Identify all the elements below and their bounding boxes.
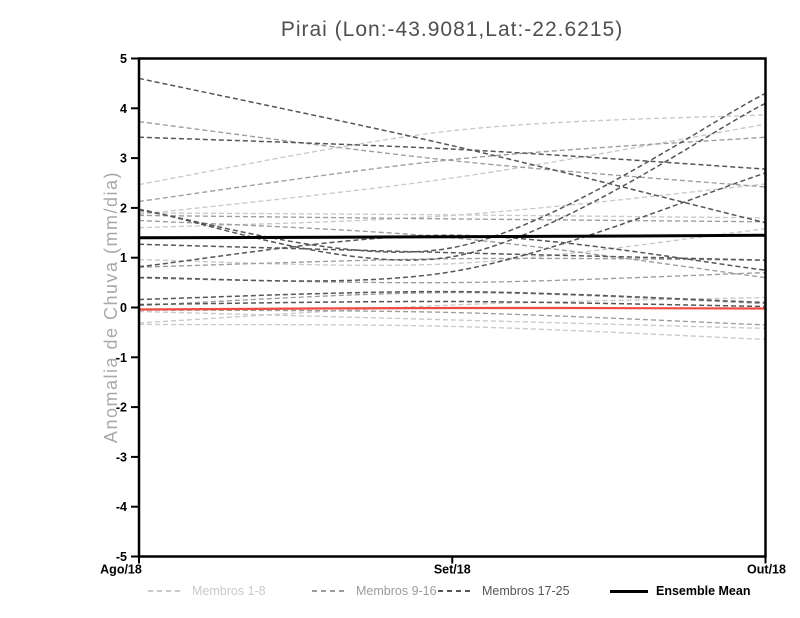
y-tick-label: -1 [116,351,127,365]
x-tick-label: Out/18 [747,563,786,577]
legend-label-ensemble-mean: Ensemble Mean [656,584,751,598]
legend-item-membros-1-8: Membros 1-8 [148,584,266,598]
legend-label-membros-1-8: Membros 1-8 [192,584,266,598]
legend-dash-swatch-medium [312,590,348,592]
member-line [139,290,766,304]
y-tick-label: 3 [120,152,127,166]
member-line [139,243,766,261]
y-tick-label: 0 [120,301,127,315]
member-line [139,92,766,253]
y-tick-label: 1 [120,251,127,265]
legend-item-membros-17-25: Membros 17-25 [438,584,570,598]
member-line [139,257,766,268]
legend-dash-swatch-light [148,590,184,592]
member-line [139,183,766,229]
legend-solid-swatch-mean [610,589,648,593]
ensemble-mean-line [139,233,766,240]
y-tick-label: -5 [116,550,127,564]
member-line [139,172,766,282]
member-line [139,214,766,223]
member-line [139,219,766,279]
y-tick-label: 4 [120,102,127,116]
legend-label-membros-9-16: Membros 9-16 [356,584,437,598]
legend-dash-swatch-dark [438,590,474,592]
reference-zero-line [139,306,766,311]
member-line [139,136,766,170]
member-line [139,323,766,341]
chart-title: Pirai (Lon:-43.9081,Lat:-22.6215) [280,18,624,41]
x-tick-label: Set/18 [434,563,471,577]
y-tick-label: 2 [120,201,127,215]
member-line [139,77,766,224]
member-line [139,291,766,307]
member-line [139,121,766,188]
member-line [139,310,766,330]
legend-label-membros-17-25: Membros 17-25 [482,584,570,598]
member-line [139,123,766,216]
member-line [139,136,766,203]
legend-item-membros-9-16: Membros 9-16 [312,584,437,598]
member-line [139,228,766,267]
y-tick-label: -3 [116,450,127,464]
x-tick-label: Ago/18 [100,563,142,577]
member-line [139,271,766,284]
y-tick-label: -4 [116,500,127,514]
member-line [139,296,766,324]
member-line [139,309,766,326]
y-tick-label: -2 [116,401,127,415]
legend-item-ensemble-mean: Ensemble Mean [610,584,750,598]
member-line [139,300,766,308]
member-line [139,114,766,186]
y-tick-label: 5 [120,52,127,66]
